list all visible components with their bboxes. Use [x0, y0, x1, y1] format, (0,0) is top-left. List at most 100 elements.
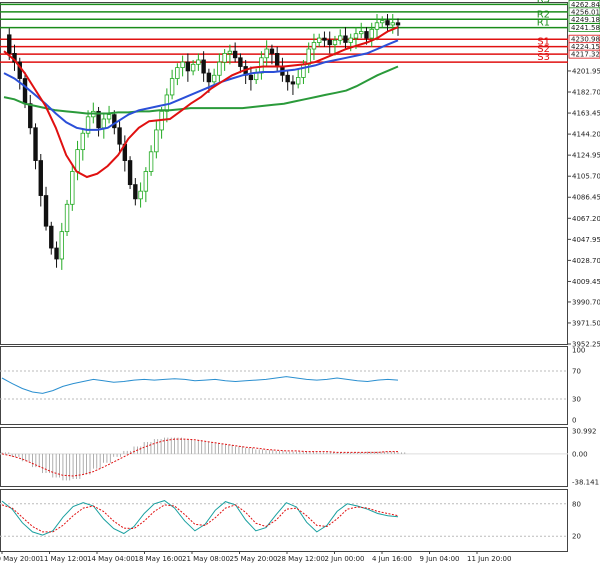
x-tick-label: 25 May 20:00: [230, 555, 278, 563]
candle-body: [59, 231, 64, 260]
level-tag: 4224.15: [571, 43, 600, 51]
candle-body: [306, 48, 311, 65]
candle-body: [190, 63, 196, 72]
rsi-tick-label: 100: [572, 347, 585, 355]
candle-body: [285, 74, 290, 83]
candle-body: [332, 39, 338, 46]
candle-body: [322, 37, 327, 41]
candle-body: [232, 50, 238, 59]
candle-body: [348, 37, 353, 43]
candle-body: [169, 78, 175, 96]
candle-body: [180, 61, 185, 69]
candle-body: [106, 114, 112, 120]
rsi-line: [1, 376, 399, 394]
candle-body: [311, 42, 317, 50]
price-tick-label: 3990.70: [572, 298, 600, 306]
ma-slow-line: [3, 65, 399, 115]
candle-body: [295, 77, 301, 85]
price-tick-label: 4163.45: [572, 110, 600, 118]
candle-body: [301, 63, 306, 78]
level-label: R2: [537, 9, 550, 20]
candle-body: [380, 20, 385, 24]
level-tag: 4262.84: [571, 1, 600, 9]
level-label: R1: [537, 18, 550, 29]
candle-body: [22, 78, 28, 105]
ma-fast-line: [3, 26, 399, 179]
macd-tick-label: -38.141: [572, 479, 599, 487]
price-tick-label: 4009.45: [572, 278, 600, 286]
candle-body: [33, 127, 38, 161]
candle-body: [127, 160, 133, 186]
ma-mid-line: [3, 39, 399, 131]
candle-body: [185, 61, 191, 72]
panel-rsi: [0, 346, 568, 425]
level-tag: 4230.98: [571, 36, 600, 44]
panel-macd: [0, 427, 568, 487]
candle-body: [269, 48, 275, 54]
x-tick-label: 11 Jun 20:00: [467, 555, 511, 563]
candle-body: [364, 31, 369, 39]
price-tick-label: 4182.70: [572, 88, 600, 96]
macd-tick-label: 30.992: [572, 428, 597, 436]
candle-body: [338, 35, 343, 41]
price-tick-label: 4105.70: [572, 173, 600, 181]
panel-stoch: [0, 489, 568, 552]
candle-body: [206, 72, 212, 83]
candle-body: [75, 149, 80, 172]
level-tag: 4217.32: [571, 51, 600, 59]
rsi-tick-label: 70: [572, 368, 581, 376]
candle-body: [80, 132, 85, 151]
candle-body: [395, 22, 401, 26]
price-tick-label: 3971.50: [572, 319, 600, 327]
level-tag-box: [568, 49, 600, 59]
candle-body: [264, 48, 269, 59]
level-label: R3: [537, 0, 550, 5]
stoch-tick-label: 20: [572, 533, 581, 541]
candle-body: [49, 225, 54, 249]
candle-body: [238, 57, 243, 67]
candle-body: [201, 59, 206, 74]
candle-body: [217, 61, 222, 76]
candles: [7, 14, 401, 270]
x-tick-label: 2 Jun 00:00: [325, 555, 365, 563]
macd-tick-label: 0.00: [572, 450, 588, 458]
candle-body: [28, 103, 33, 129]
level-tag-box: [568, 23, 600, 33]
rsi-tick-label: 0: [572, 417, 576, 425]
price-tick-label: 4047.95: [572, 236, 600, 244]
stoch-signal-line: [1, 504, 399, 533]
level-tag: 4256.01: [571, 8, 600, 16]
candle-body: [390, 22, 395, 26]
stoch-tick-label: 80: [572, 500, 581, 508]
price-tick-label: 4028.70: [572, 257, 600, 265]
candle-body: [148, 151, 154, 172]
candle-body: [385, 20, 390, 26]
candle-body: [327, 39, 332, 46]
candle-body: [7, 34, 12, 54]
candle-body: [227, 50, 233, 54]
candle-body: [96, 110, 101, 129]
candle-body: [253, 72, 259, 81]
candle-body: [54, 247, 59, 260]
candle-body: [369, 28, 374, 39]
candle-body: [43, 195, 49, 227]
candle-body: [316, 37, 322, 43]
candle-body: [154, 129, 159, 153]
candle-body: [64, 203, 70, 233]
candle-body: [359, 31, 364, 35]
rsi-tick-label: 30: [572, 396, 581, 404]
x-tick-label: 21 May 08:00: [182, 555, 230, 563]
candle-body: [290, 81, 296, 85]
candle-body: [353, 33, 359, 39]
candle-body: [133, 184, 138, 200]
stoch-main-line: [1, 500, 399, 536]
price-tick-label: 4067.20: [572, 215, 600, 223]
candle-body: [259, 57, 264, 74]
price-tick-label: 4144.20: [572, 131, 600, 139]
candle-body: [196, 59, 201, 65]
x-tick-label: 14 May 04:00: [87, 555, 135, 563]
candle-body: [101, 118, 107, 129]
price-tick-label: 3952.25: [572, 341, 600, 349]
candle-body: [143, 171, 149, 192]
